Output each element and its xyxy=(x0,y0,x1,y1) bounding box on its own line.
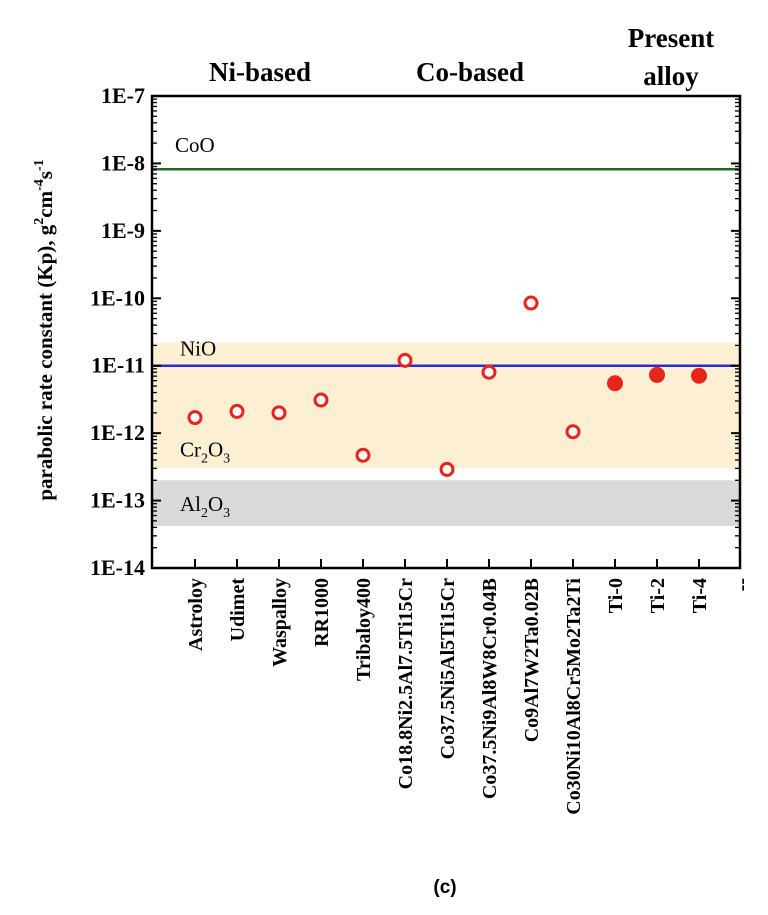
x-tick-label: Tribaloy400 xyxy=(353,578,375,681)
y-tick-label: 1E-10 xyxy=(90,285,145,310)
reference-lines-layer xyxy=(152,167,740,367)
points-layer xyxy=(187,295,707,477)
x-tick-label: Co30Ni10Al8Cr5Mo2Ta2Ti xyxy=(563,578,585,815)
figure-caption: (c) xyxy=(433,877,456,898)
data-point xyxy=(313,392,329,408)
band-label-cr2o3: Cr2O3 xyxy=(180,437,230,466)
axes-layer xyxy=(150,94,742,570)
x-tick-label: Co37.5Ni9Al8W8Cr0.04B xyxy=(479,578,501,799)
data-point xyxy=(397,352,413,368)
y-axis-label-s: s xyxy=(33,171,57,179)
x-tick-label: Ti-0 xyxy=(605,578,627,613)
x-tick-label: Ti-4 xyxy=(689,578,711,613)
x-tick-label: Udimet xyxy=(227,578,249,642)
data-point xyxy=(229,403,245,419)
band-al2o3 xyxy=(152,480,740,526)
band-cr2o3 xyxy=(152,342,740,469)
y-axis-label-cm: cm xyxy=(33,190,57,217)
x-tick-label: Waspalloy xyxy=(269,578,291,667)
x-tick-label: -- xyxy=(731,578,753,591)
labels-layer: Cr2O3 Al2O3 CoO NiO 1E-7 1E-8 1E-9 1E-10 1E-11 1E… xyxy=(90,23,753,815)
data-point xyxy=(439,461,455,477)
bands-layer xyxy=(152,342,740,526)
data-point xyxy=(481,364,497,380)
y-axis-label-main: parabolic rate constant (Kp), g xyxy=(33,224,57,500)
data-point xyxy=(271,405,287,421)
ref-label-coo: CoO xyxy=(175,133,215,157)
y-axis-label-s-exp: -1 xyxy=(32,159,47,171)
data-point xyxy=(565,424,581,440)
group-label: Ni-based xyxy=(209,57,311,87)
y-tick-label: 1E-13 xyxy=(90,488,145,513)
y-tick-label: 1E-14 xyxy=(90,555,145,580)
y-tick-label: 1E-7 xyxy=(101,83,145,108)
y-tick-label: 1E-11 xyxy=(91,353,145,378)
y-tick-label: 1E-9 xyxy=(101,218,145,243)
y-axis-label-cm-exp: -4 xyxy=(32,179,47,191)
group-label-line: Present xyxy=(628,23,714,53)
x-tick-label: Astroloy xyxy=(185,578,207,651)
y-axis-label-g-exp: 2 xyxy=(32,218,47,225)
ref-label-nio: NiO xyxy=(180,337,216,361)
data-point xyxy=(355,447,371,463)
band-label-al2o3: Al2O3 xyxy=(180,492,230,521)
data-point-filled xyxy=(649,366,665,383)
x-tick-label: Co18.8Ni2.5Al7.5Ti15Cr xyxy=(395,578,417,789)
x-tick-label: RR1000 xyxy=(311,578,333,647)
group-label: Co-based xyxy=(416,57,524,87)
x-tick-label: Co37.5Ni5Al5Ti15Cr xyxy=(437,578,459,759)
y-tick-label: 1E-12 xyxy=(90,420,145,445)
x-tick-label: Co9Al7W2Ta0.02B xyxy=(521,578,543,742)
data-point xyxy=(187,410,203,426)
y-axis-label: parabolic rate constant (Kp), g2cm-4s-1 xyxy=(32,159,57,500)
y-tick-label: 1E-8 xyxy=(101,150,145,175)
x-tick-label: Ti-2 xyxy=(647,578,669,613)
group-label-line: alloy xyxy=(643,61,699,91)
data-point-filled xyxy=(691,367,707,384)
data-point xyxy=(523,295,539,311)
data-point-filled xyxy=(607,375,623,392)
